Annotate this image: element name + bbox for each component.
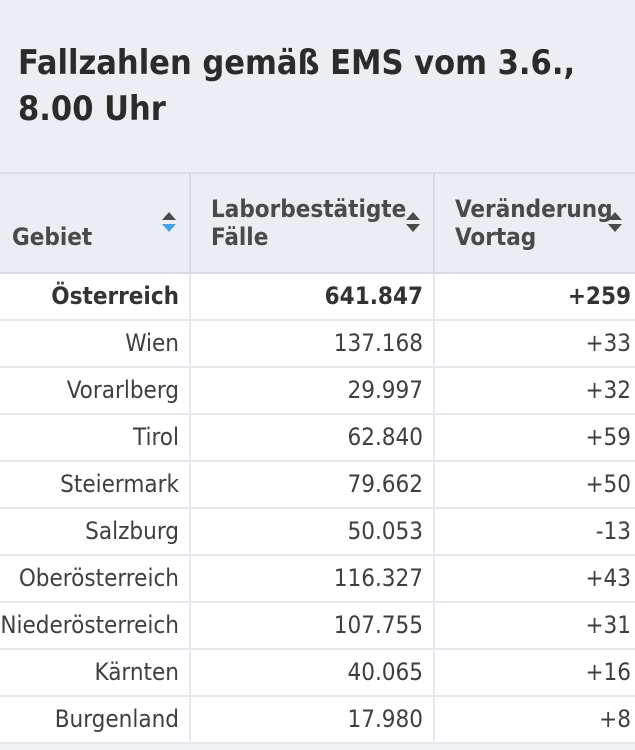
table-row: Niederösterreich 107.755 +31	[0, 602, 635, 650]
column-header-cases[interactable]: Laborbestätigte Fälle	[190, 172, 435, 274]
cell-region: Steiermark	[0, 461, 191, 509]
cell-cases: 29.997	[190, 367, 435, 415]
column-header-gebiet[interactable]: Gebiet	[0, 172, 191, 274]
table-row: Steiermark 79.662 +50	[0, 461, 635, 509]
column-header-change[interactable]: Veränderung Vortag	[434, 172, 635, 274]
cell-change: +43	[434, 555, 635, 603]
table-row: Vorarlberg 29.997 +32	[0, 367, 635, 415]
table-row: Tirol 62.840 +59	[0, 414, 635, 462]
cell-region: Oberösterreich	[0, 555, 191, 603]
cell-cases: 79.662	[190, 461, 435, 509]
cell-region: Niederösterreich	[0, 602, 191, 650]
column-header-label: Gebiet	[12, 223, 93, 251]
cell-region: Wien	[0, 320, 191, 368]
cell-change: +33	[434, 320, 635, 368]
cell-region: Salzburg	[0, 508, 191, 556]
cell-region: Österreich	[0, 273, 191, 321]
sort-arrows-icon[interactable]	[607, 210, 623, 234]
cell-region: Kärnten	[0, 649, 191, 697]
column-header-label: Veränderung Vortag	[455, 195, 613, 251]
table-row: Wien 137.168 +33	[0, 320, 635, 368]
cell-region: Burgenland	[0, 696, 191, 744]
sort-arrows-icon[interactable]	[161, 210, 177, 234]
cell-change: +16	[434, 649, 635, 697]
cell-change: +50	[434, 461, 635, 509]
sort-arrows-icon[interactable]	[405, 210, 421, 234]
cell-cases: 40.065	[190, 649, 435, 697]
table-row: Oberösterreich 116.327 +43	[0, 555, 635, 603]
cell-region: Tirol	[0, 414, 191, 462]
cell-cases: 116.327	[190, 555, 435, 603]
cell-cases: 62.840	[190, 414, 435, 462]
cell-cases: 107.755	[190, 602, 435, 650]
cell-change: +32	[434, 367, 635, 415]
cell-cases: 50.053	[190, 508, 435, 556]
column-header-label: Laborbestätigte Fälle	[211, 195, 407, 251]
table-row-oesterreich: Österreich 641.847 +259	[0, 273, 635, 321]
table-row: Burgenland 17.980 +8	[0, 696, 635, 744]
case-table: Gebiet Laborbestätigte Fälle	[0, 172, 635, 744]
title-area: Fallzahlen gemäß EMS vom 3.6., 8.00 Uhr	[0, 0, 635, 172]
cell-cases: 641.847	[190, 273, 435, 321]
cell-cases: 137.168	[190, 320, 435, 368]
cell-change: -13	[434, 508, 635, 556]
header-row: Gebiet Laborbestätigte Fälle	[0, 172, 635, 274]
cell-change: +31	[434, 602, 635, 650]
table-row: Salzburg 50.053 -13	[0, 508, 635, 556]
table-row: Kärnten 40.065 +16	[0, 649, 635, 697]
cell-change: +8	[434, 696, 635, 744]
table-title: Fallzahlen gemäß EMS vom 3.6., 8.00 Uhr	[18, 43, 576, 129]
cell-change: +59	[434, 414, 635, 462]
cell-cases: 17.980	[190, 696, 435, 744]
cell-region: Vorarlberg	[0, 367, 191, 415]
cell-change: +259	[434, 273, 635, 321]
